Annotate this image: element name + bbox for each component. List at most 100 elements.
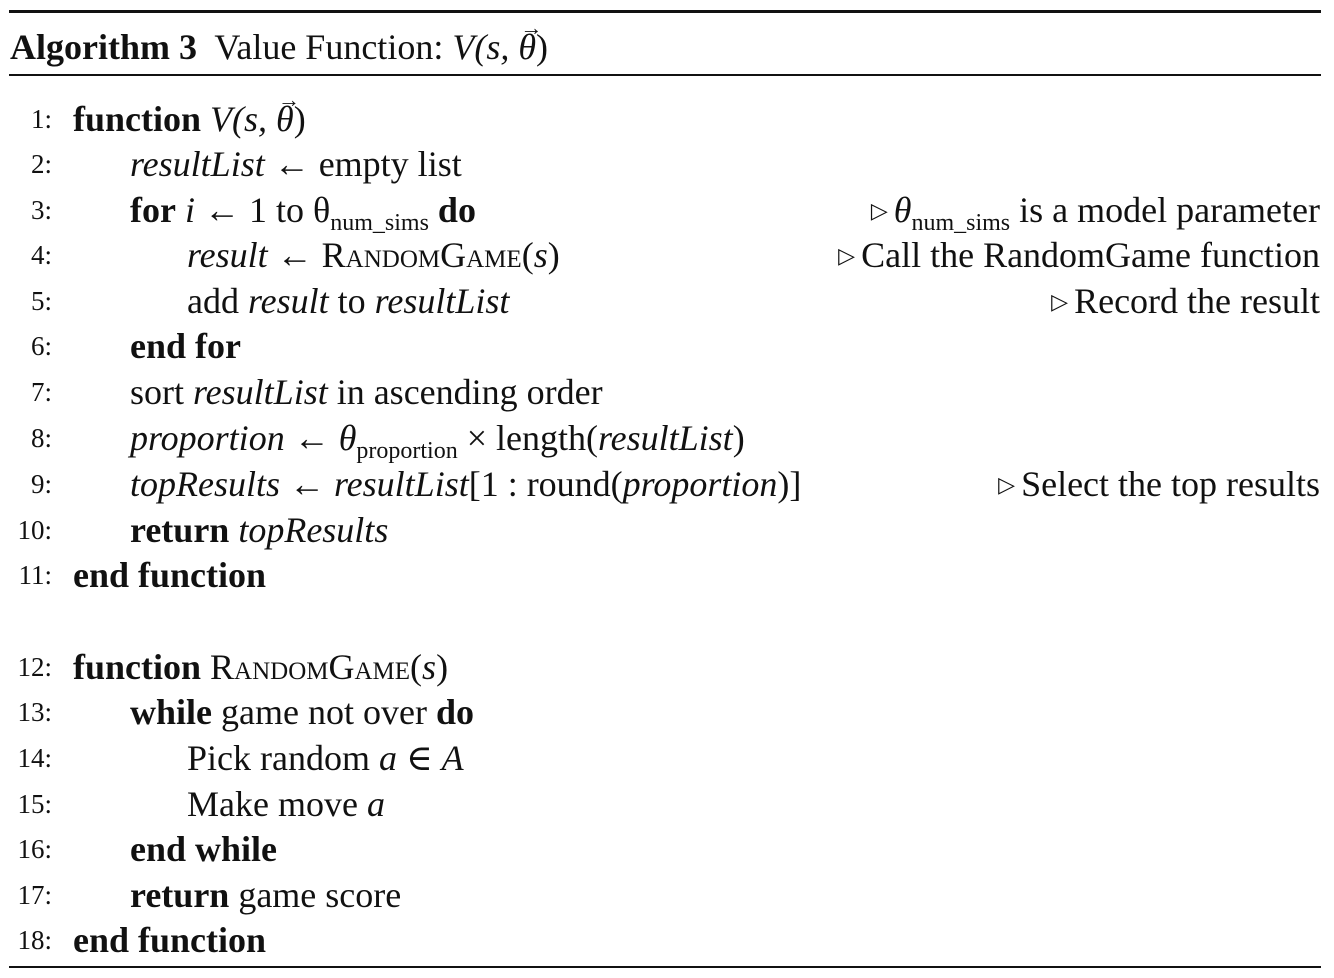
keyword: end for bbox=[130, 326, 241, 366]
algorithm-line-9: 9: topResults ← resultList[1 : round(pro… bbox=[0, 461, 1320, 507]
fn-name: V bbox=[210, 99, 233, 139]
algorithm-line-16: 16: end while bbox=[0, 826, 1320, 872]
variable: a bbox=[366, 784, 385, 824]
caption-sig-args: (s, bbox=[474, 27, 519, 67]
keyword: function bbox=[73, 99, 202, 139]
expression: empty list bbox=[318, 144, 462, 184]
keyword: do bbox=[428, 190, 476, 230]
algorithm-label: Algorithm 3 bbox=[10, 27, 197, 67]
assign-arrow: ← bbox=[280, 464, 334, 504]
keyword: do bbox=[435, 692, 474, 732]
text: Make move bbox=[187, 784, 367, 824]
algorithm-line-10: 10: return topResults bbox=[0, 507, 1320, 553]
keyword: end function bbox=[73, 555, 267, 595]
subscript: num_sims bbox=[330, 210, 429, 236]
keyword: for bbox=[130, 190, 176, 230]
bracket-close: )] bbox=[777, 464, 802, 504]
line-number: 2: bbox=[30, 149, 52, 179]
fn-theta: θ bbox=[276, 77, 300, 142]
function-call: RandomGame bbox=[321, 235, 522, 275]
algorithm-line-7: 7: sort resultList in ascending order bbox=[0, 369, 1320, 415]
algorithm-title: Value Function: bbox=[214, 27, 444, 67]
expression: game score bbox=[229, 875, 402, 915]
comment-symbol: θ bbox=[893, 190, 912, 230]
keyword: while bbox=[130, 692, 213, 732]
variable: resultList bbox=[597, 418, 733, 458]
argument: s bbox=[533, 235, 548, 275]
variable: resultList bbox=[374, 281, 510, 321]
text: in ascending order bbox=[327, 372, 603, 412]
algorithm-line-13: 13: while game not over do bbox=[0, 689, 1320, 735]
header-rule bbox=[9, 74, 1321, 76]
paren-close: ) bbox=[547, 235, 560, 275]
keyword: return bbox=[130, 510, 230, 550]
line-number: 16: bbox=[17, 834, 52, 864]
line-number: 17: bbox=[17, 880, 52, 910]
algorithm-line-8: 8: proportion ← θproportion × length(res… bbox=[0, 415, 1320, 463]
line-number: 5: bbox=[30, 286, 52, 316]
variable: result bbox=[247, 281, 329, 321]
text: Pick random bbox=[187, 738, 379, 778]
line-comment: ▷ Call the RandomGame function bbox=[838, 232, 1320, 279]
algorithm-line-14: 14: Pick random a ∈ A bbox=[0, 735, 1320, 781]
expression: [1 : round( bbox=[468, 464, 623, 504]
variable: a bbox=[378, 738, 397, 778]
keyword: return bbox=[130, 875, 230, 915]
line-number: 18: bbox=[17, 925, 52, 955]
algorithm-caption: Algorithm 3 Value Function: V(s, θ) bbox=[10, 6, 548, 69]
assign-arrow: ← bbox=[264, 144, 319, 184]
line-number: 4: bbox=[30, 240, 52, 270]
bottom-rule bbox=[9, 966, 1321, 968]
caption-sig-theta: θ bbox=[518, 6, 542, 69]
paren-close: ) bbox=[732, 418, 745, 458]
top-rule bbox=[9, 10, 1321, 13]
variable: resultList bbox=[130, 144, 265, 184]
text: add bbox=[187, 281, 248, 321]
keyword: end while bbox=[130, 829, 278, 869]
line-number: 3: bbox=[30, 195, 52, 225]
comment-marker-icon: ▷ bbox=[1051, 289, 1069, 314]
algorithm-line-3: 3: for i ← 1 to θnum_sims do ▷ θnum_sims … bbox=[0, 187, 1320, 236]
line-number: 7: bbox=[30, 377, 52, 407]
algorithm-line-17: 17: return game score bbox=[0, 872, 1320, 918]
algorithm-line-11: 11: end function bbox=[0, 552, 1320, 598]
text: sort bbox=[130, 372, 193, 412]
line-number: 13: bbox=[17, 697, 52, 727]
assign-arrow: ← bbox=[194, 190, 249, 230]
argument: s bbox=[422, 647, 437, 687]
comment-marker-icon: ▷ bbox=[998, 472, 1016, 497]
comment-text: Select the top results bbox=[1021, 464, 1320, 504]
line-number: 8: bbox=[30, 423, 52, 453]
comment-marker-icon: ▷ bbox=[870, 198, 888, 223]
comment-marker-icon: ▷ bbox=[838, 243, 856, 268]
algorithm-line-15: 15: Make move a bbox=[0, 781, 1320, 827]
function-name: RandomGame bbox=[201, 647, 411, 687]
variable: A bbox=[441, 738, 464, 778]
comment-text: is a model parameter bbox=[1010, 190, 1320, 230]
expression: game not over bbox=[212, 692, 436, 732]
comment-text: Call the RandomGame function bbox=[861, 235, 1320, 275]
theta-symbol: θ bbox=[338, 418, 357, 458]
line-comment: ▷ Select the top results bbox=[998, 461, 1320, 508]
line-comment: ▷ θnum_sims is a model parameter bbox=[870, 187, 1320, 235]
text: to bbox=[328, 281, 375, 321]
fn-args: (s, bbox=[232, 99, 277, 139]
algorithm-line-4: 4: result ← RandomGame(s) ▷ Call the Rand… bbox=[0, 232, 1320, 278]
assign-arrow: ← bbox=[284, 418, 339, 458]
variable: resultList bbox=[193, 372, 328, 412]
variable: proportion bbox=[622, 464, 778, 504]
line-number: 12: bbox=[17, 652, 52, 682]
variable: i bbox=[175, 190, 195, 230]
algorithm-line-12: 12: function RandomGame(s) bbox=[0, 644, 1320, 690]
paren-open: ( bbox=[410, 647, 423, 687]
variable: proportion bbox=[130, 418, 285, 458]
line-number: 9: bbox=[30, 469, 52, 499]
variable: result bbox=[187, 235, 268, 275]
line-number: 6: bbox=[30, 331, 52, 361]
keyword: end function bbox=[73, 920, 267, 960]
variable: topResults bbox=[229, 510, 389, 550]
line-number: 1: bbox=[30, 104, 52, 134]
element-of-symbol: ∈ bbox=[396, 738, 442, 778]
algorithm-line-18: 18: end function bbox=[0, 917, 1320, 963]
algorithm-line-1: 1: function V(s, θ) bbox=[0, 77, 1320, 142]
